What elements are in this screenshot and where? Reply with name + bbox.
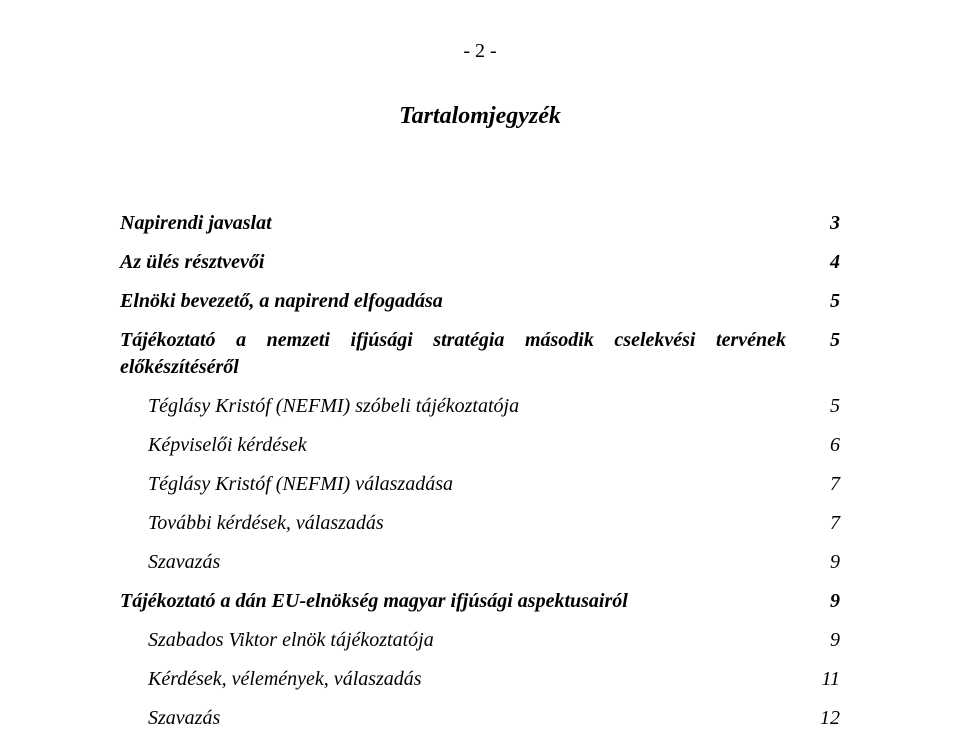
- toc-label: Tájékoztató a dán EU-elnökség magyar ifj…: [120, 588, 810, 615]
- toc-page-number: 9: [810, 549, 840, 576]
- toc-page-number: 5: [810, 393, 840, 420]
- toc-row: Képviselői kérdések 6: [120, 432, 840, 459]
- toc-row: Kérdések, vélemények, válaszadás 11: [120, 666, 840, 693]
- toc-page-number: 6: [810, 432, 840, 459]
- toc-label: Napirendi javaslat: [120, 210, 810, 237]
- toc-row: Szavazás 9: [120, 549, 840, 576]
- toc-page-number: 11: [810, 666, 840, 693]
- page-number: - 2 -: [120, 40, 840, 63]
- toc-row: Tájékoztató a nemzeti ifjúsági stratégia…: [120, 327, 840, 381]
- toc-label: További kérdések, válaszadás: [120, 510, 810, 537]
- toc-label: Elnöki bevezető, a napirend elfogadása: [120, 288, 810, 315]
- toc-label: Az ülés résztvevői: [120, 249, 810, 276]
- toc-page-number: 5: [810, 327, 840, 354]
- toc-label: Képviselői kérdések: [120, 432, 810, 459]
- toc-row: Szabados Viktor elnök tájékoztatója 9: [120, 627, 840, 654]
- toc-row: Elnöki bevezető, a napirend elfogadása 5: [120, 288, 840, 315]
- toc-row: Téglásy Kristóf (NEFMI) válaszadása 7: [120, 471, 840, 498]
- toc-page-number: 4: [810, 249, 840, 276]
- toc-row: Szavazás 12: [120, 705, 840, 732]
- toc-page-number: 3: [810, 210, 840, 237]
- toc-page-number: 7: [810, 510, 840, 537]
- document-page: - 2 - Tartalomjegyzék Napirendi javaslat…: [0, 0, 960, 751]
- toc-page-number: 7: [810, 471, 840, 498]
- toc-page-number: 12: [810, 705, 840, 732]
- toc-label: Szavazás: [120, 705, 810, 732]
- toc-page-number: 9: [810, 588, 840, 615]
- toc-label: Szabados Viktor elnök tájékoztatója: [120, 627, 810, 654]
- toc-row: Téglásy Kristóf (NEFMI) szóbeli tájékozt…: [120, 393, 840, 420]
- toc-label: Téglásy Kristóf (NEFMI) szóbeli tájékozt…: [120, 393, 810, 420]
- toc-row: Napirendi javaslat 3: [120, 210, 840, 237]
- toc-row: További kérdések, válaszadás 7: [120, 510, 840, 537]
- toc-label: Téglásy Kristóf (NEFMI) válaszadása: [120, 471, 810, 498]
- toc-page-number: 9: [810, 627, 840, 654]
- toc-page-number: 5: [810, 288, 840, 315]
- toc-title: Tartalomjegyzék: [120, 103, 840, 130]
- toc-row: Tájékoztató a dán EU-elnökség magyar ifj…: [120, 588, 840, 615]
- toc-row: Az ülés résztvevői 4: [120, 249, 840, 276]
- toc-label: Szavazás: [120, 549, 810, 576]
- toc-label: Tájékoztató a nemzeti ifjúsági stratégia…: [120, 327, 810, 381]
- toc-label: Kérdések, vélemények, válaszadás: [120, 666, 810, 693]
